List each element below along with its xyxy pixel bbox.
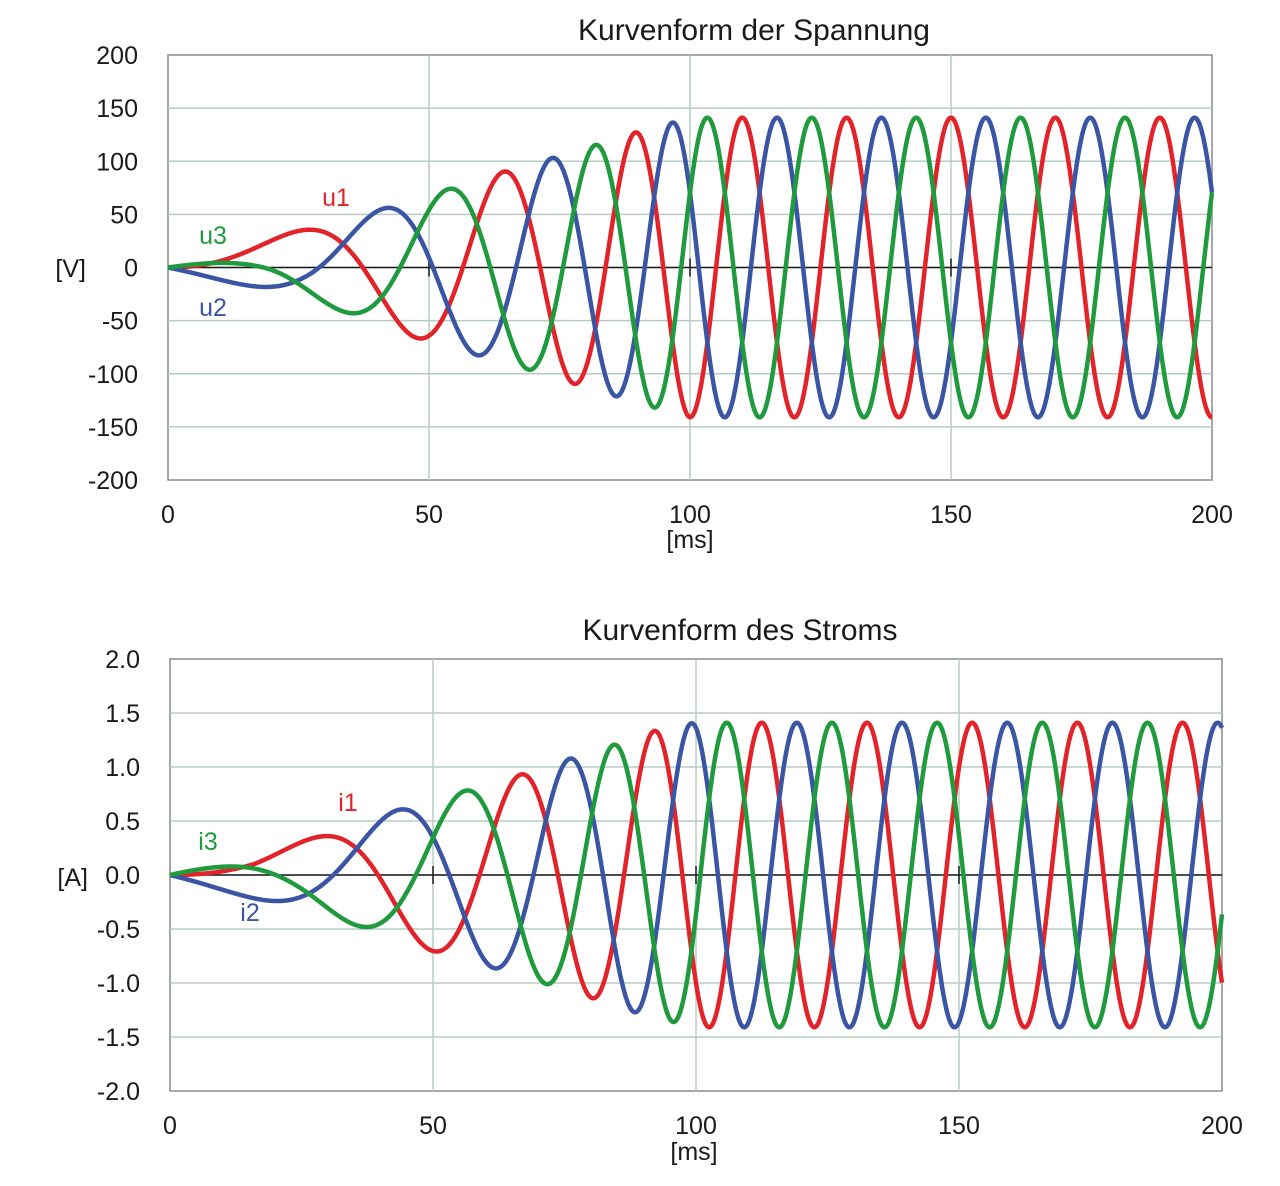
current-y-tick: -1.0 <box>97 970 140 998</box>
current-y-tick: -0.5 <box>97 916 140 944</box>
current-y-tick: -2.0 <box>97 1078 140 1106</box>
voltage-chart: Kurvenform der Spannung 200 150 100 50 0… <box>55 14 1232 554</box>
series-label-u2: u2 <box>199 294 227 322</box>
voltage-x-tick: 0 <box>161 501 175 529</box>
current-x-tick: 150 <box>938 1112 980 1140</box>
voltage-y-tick-labels: 200 150 100 50 0 -50 -100 -150 -200 <box>88 42 138 495</box>
voltage-x-tick: 100 <box>669 501 711 529</box>
current-y-tick: 0.5 <box>105 808 140 836</box>
current-chart: Kurvenform des Stroms 2.0 1.5 1.0 0.5 0.… <box>57 614 1242 1166</box>
current-y-tick: -1.5 <box>97 1024 140 1052</box>
voltage-chart-title: Kurvenform der Spannung <box>578 14 930 47</box>
current-series <box>168 720 1225 1030</box>
current-x-tick: 200 <box>1201 1112 1243 1140</box>
series-label-i1: i1 <box>338 789 357 817</box>
voltage-y-tick: 150 <box>96 95 138 123</box>
voltage-y-tick: -100 <box>88 361 138 389</box>
series-line-u3 <box>166 115 1215 420</box>
voltage-x-axis-unit: [ms] <box>666 526 713 554</box>
voltage-y-tick: 200 <box>96 42 138 70</box>
series-line-i1 <box>168 720 1225 1030</box>
current-y-tick: 1.0 <box>105 754 140 782</box>
voltage-series <box>166 115 1215 420</box>
voltage-series-labels: u1 u2 u3 <box>199 184 350 322</box>
voltage-y-tick: -150 <box>88 414 138 442</box>
series-label-i2: i2 <box>240 899 259 927</box>
series-label-u1: u1 <box>322 184 350 212</box>
voltage-y-tick: 0 <box>124 255 138 283</box>
voltage-x-tick-labels: 0 50 100 150 200 <box>161 501 1233 529</box>
current-y-tick: 2.0 <box>105 646 140 674</box>
voltage-y-tick: -50 <box>102 308 138 336</box>
current-y-tick: 1.5 <box>105 700 140 728</box>
voltage-x-tick: 150 <box>930 501 972 529</box>
current-y-axis-unit: [A] <box>57 864 88 892</box>
current-x-tick: 100 <box>675 1112 717 1140</box>
series-line-i3 <box>168 720 1225 1030</box>
series-line-i2 <box>168 720 1225 1030</box>
current-x-tick-labels: 0 50 100 150 200 <box>163 1112 1243 1140</box>
voltage-x-tick: 50 <box>415 501 443 529</box>
current-y-tick: 0.0 <box>105 862 140 890</box>
current-x-axis-unit: [ms] <box>670 1138 717 1166</box>
voltage-grid <box>168 55 1212 480</box>
current-chart-title: Kurvenform des Stroms <box>582 614 897 647</box>
current-x-tick: 0 <box>163 1112 177 1140</box>
voltage-y-tick: 100 <box>96 148 138 176</box>
series-label-i3: i3 <box>198 828 217 856</box>
series-label-u3: u3 <box>199 222 227 250</box>
current-y-tick-labels: 2.0 1.5 1.0 0.5 0.0 -0.5 -1.0 -1.5 -2.0 <box>97 646 140 1106</box>
voltage-y-tick: -200 <box>88 467 138 495</box>
voltage-y-axis-unit: [V] <box>55 255 86 283</box>
voltage-x-tick: 200 <box>1191 501 1233 529</box>
current-x-tick: 50 <box>419 1112 447 1140</box>
current-series-labels: i1 i2 i3 <box>198 789 357 927</box>
voltage-y-tick: 50 <box>110 201 138 229</box>
